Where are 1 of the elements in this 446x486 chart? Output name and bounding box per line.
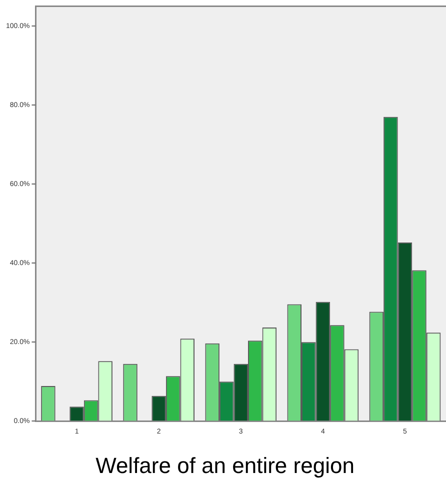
text: Welfare of an entire region [96,452,354,478]
